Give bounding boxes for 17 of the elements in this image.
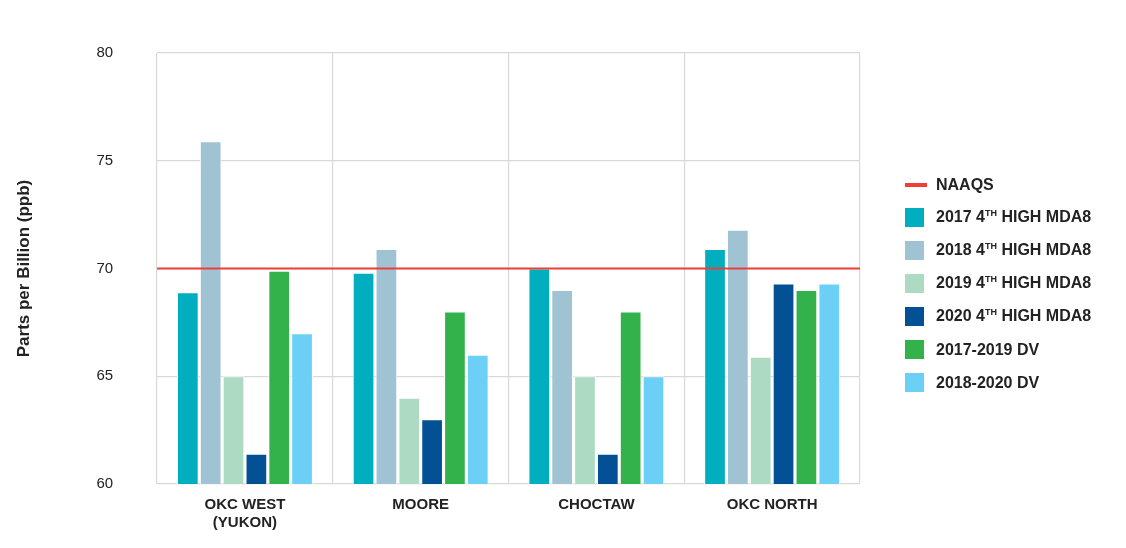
x-tick-label: OKC NORTH [726, 495, 818, 513]
y-axis-title: Parts per Billion (ppb) [13, 179, 33, 358]
legend-label: 2019 4$^{TH}$ HIGH MDA8 [936, 274, 1092, 293]
legend-label: 2018-2020 DV [936, 373, 1040, 392]
legend-label: 2018 4$^{TH}$ HIGH MDA8 [936, 241, 1092, 260]
legend-label: NAAQS [936, 175, 994, 194]
y-tick-label: 60 [96, 474, 114, 492]
y-tick-label: 70 [96, 258, 114, 276]
x-tick-label: MOORE [392, 495, 450, 513]
legend-label: 2017 4$^{TH}$ HIGH MDA8 [936, 208, 1092, 227]
y-tick-label: 65 [96, 366, 114, 384]
x-tick-label: CHOCTAW [558, 495, 636, 513]
y-tick-label: 75 [96, 150, 114, 168]
x-tick-label: OKC WEST (YUKON) [204, 495, 286, 531]
y-tick-label: 80 [96, 43, 114, 61]
legend-label: 2017-2019 DV [936, 340, 1040, 359]
legend-label: 2020 4$^{TH}$ HIGH MDA8 [936, 307, 1092, 326]
